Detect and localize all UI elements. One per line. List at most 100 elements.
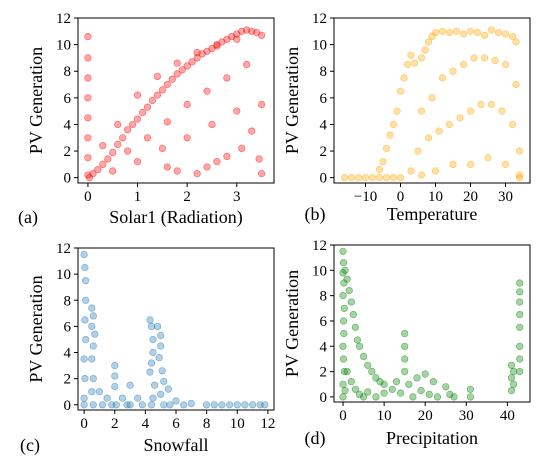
x-axis-label: Temperature: [387, 204, 478, 224]
scatter-points: [84, 26, 266, 182]
data-point: [368, 174, 377, 182]
data-point: [223, 74, 231, 82]
axes-frame: [77, 247, 275, 411]
data-point: [380, 380, 388, 388]
x-axis-label: Snowfall: [144, 435, 209, 455]
panel-b: −10 0 10 20 30 0 2 4 6 8 10 12 Temperature PV Generat…: [282, 11, 531, 225]
data-point: [138, 108, 147, 117]
data-point: [180, 401, 188, 409]
data-point: [80, 394, 88, 402]
data-point: [382, 174, 391, 182]
y-axis-label: PV Generation: [282, 270, 302, 377]
data-point: [84, 94, 92, 102]
data-point: [388, 385, 396, 393]
y-tick-label: 12: [56, 11, 71, 27]
x-tick-label: 10: [377, 408, 392, 424]
y-tick-label: 2: [64, 144, 72, 160]
data-point: [82, 277, 90, 285]
data-point: [508, 120, 517, 129]
data-point: [84, 74, 92, 82]
data-point: [340, 174, 349, 182]
data-point: [407, 51, 415, 59]
data-point: [424, 38, 433, 46]
data-point: [413, 374, 421, 382]
data-point: [449, 67, 457, 75]
y-tick-label: 2: [64, 372, 72, 388]
data-point: [392, 378, 401, 386]
data-point: [516, 311, 524, 319]
data-point: [203, 401, 211, 409]
data-point: [163, 163, 171, 171]
data-point: [347, 298, 355, 306]
x-tick-label: 0: [80, 416, 88, 432]
data-point: [393, 107, 401, 115]
data-point: [421, 370, 429, 378]
data-point: [258, 170, 266, 178]
x-tick-label: 8: [203, 416, 211, 432]
data-point: [226, 401, 234, 409]
data-point: [347, 174, 356, 182]
scatter-points: [340, 26, 524, 182]
data-point: [173, 167, 181, 175]
data-point: [364, 388, 372, 396]
data-point: [480, 54, 489, 62]
data-point: [400, 74, 408, 82]
data-point: [343, 275, 351, 283]
data-point: [183, 134, 191, 142]
data-point: [163, 118, 171, 126]
data-point: [88, 322, 96, 331]
data-point: [133, 158, 142, 166]
data-point: [89, 312, 97, 320]
y-tick-label: 6: [320, 91, 328, 107]
data-point: [151, 381, 159, 389]
data-point: [99, 160, 107, 168]
data-point: [89, 170, 97, 178]
x-tick-label: 20: [418, 408, 433, 424]
data-point: [515, 174, 524, 182]
data-point: [104, 155, 112, 163]
data-point: [89, 375, 97, 383]
data-point: [203, 87, 211, 95]
data-point: [223, 152, 231, 160]
data-point: [193, 170, 201, 178]
data-point: [368, 368, 376, 376]
data-point: [149, 335, 157, 344]
x-tick-label: 3: [233, 189, 241, 205]
data-point: [425, 390, 433, 399]
y-tick-label: 6: [64, 91, 72, 107]
data-point: [386, 131, 394, 139]
data-point: [157, 331, 165, 340]
data-point: [433, 393, 442, 401]
data-point: [109, 167, 117, 175]
data-point: [261, 401, 269, 409]
data-point: [80, 355, 88, 363]
x-tick-label: 10: [428, 189, 443, 205]
data-point: [424, 134, 433, 142]
data-point: [112, 401, 120, 409]
data-point: [450, 393, 458, 401]
panel-label: (d): [305, 428, 326, 449]
data-point: [407, 167, 415, 175]
data-point: [160, 401, 168, 409]
data-point: [445, 28, 454, 37]
x-tick-label: 30: [459, 408, 474, 424]
y-tick-label: 6: [320, 314, 328, 330]
data-point: [501, 160, 510, 168]
x-axis-label: Solar1 (Radiation): [109, 207, 242, 228]
scatter-points: [80, 250, 269, 409]
data-point: [82, 296, 90, 304]
data-point: [153, 91, 161, 99]
data-point: [111, 362, 119, 370]
data-point: [429, 378, 438, 386]
y-tick-label: 2: [320, 365, 328, 381]
data-point: [516, 323, 524, 331]
data-point: [401, 330, 409, 338]
y-tick-label: 0: [320, 390, 328, 406]
data-point: [480, 31, 489, 39]
data-point: [203, 163, 211, 171]
data-point: [183, 100, 191, 109]
y-tick-label: 2: [320, 144, 328, 160]
data-point: [466, 27, 475, 35]
data-point: [155, 354, 163, 362]
x-tick-label: 1: [134, 189, 142, 205]
